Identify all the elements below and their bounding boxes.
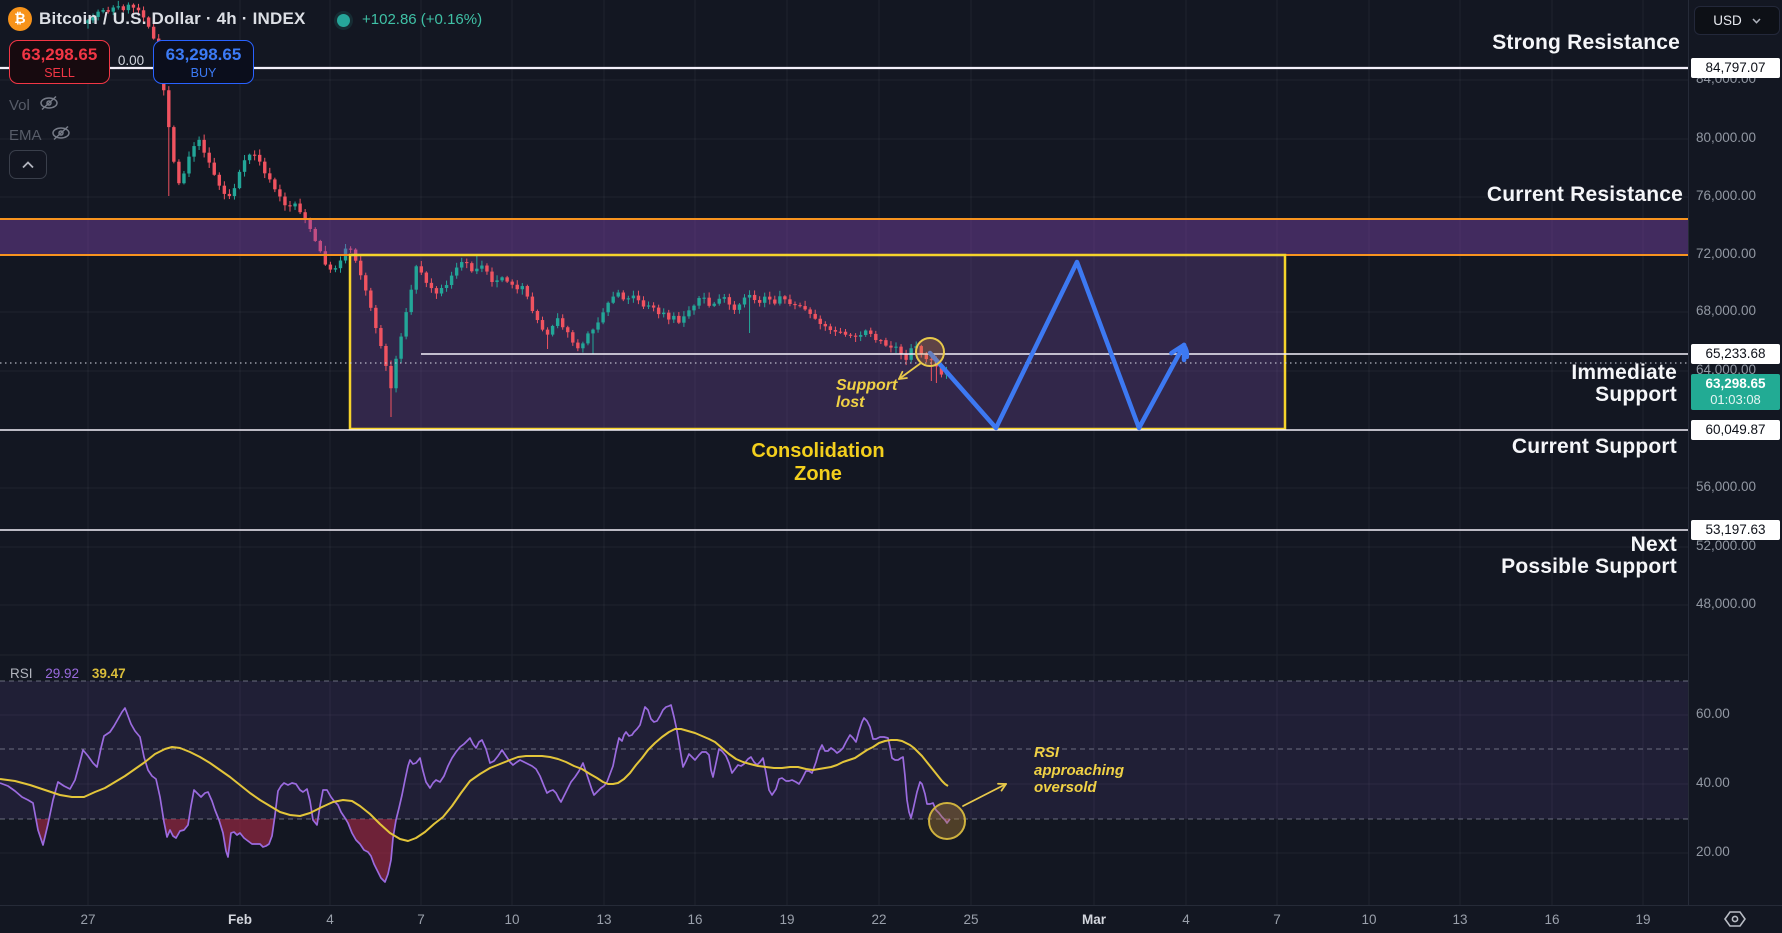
annotation-line: approaching xyxy=(1034,761,1125,779)
breakdown-highlight-circle xyxy=(915,337,945,367)
price-axis-label: 64,000.00 xyxy=(1696,362,1757,377)
time-axis-label: 27 xyxy=(80,912,96,927)
price-tag-next-support: 53,197.63 xyxy=(1691,520,1780,540)
time-axis-label: 16 xyxy=(687,912,703,927)
annotation-line: Support xyxy=(836,377,898,394)
grid-layer xyxy=(0,0,1688,905)
sell-price: 63,298.65 xyxy=(21,44,98,64)
annotation-rsi-approaching-oversold: RSI approaching oversold xyxy=(1034,744,1124,797)
time-axis-label: 22 xyxy=(871,912,887,927)
spread-value: 0.00 xyxy=(117,53,145,68)
sell-button[interactable]: 63,298.65 SELL xyxy=(9,40,110,84)
rsi-note-arrow xyxy=(962,782,1007,807)
bitcoin-logo-icon: ₿ xyxy=(8,7,32,31)
rsi-ma-value: 39.47 xyxy=(91,666,126,681)
buy-price: 63,298.65 xyxy=(165,44,242,64)
annotation-strong-resistance: Strong Resistance xyxy=(1492,31,1680,54)
time-axis[interactable]: 27 Feb 4 7 10 13 16 19 22 25 Mar 4 7 10 13 16 19 xyxy=(0,905,1782,933)
time-axis-label: Mar xyxy=(1081,912,1107,927)
rsi-value: 29.92 xyxy=(45,666,80,681)
annotation-support-lost: Support lost xyxy=(836,377,897,411)
annotation-current-support: Current Support xyxy=(1511,435,1677,458)
annotation-line: lost xyxy=(836,394,865,411)
price-axis-label: 56,000.00 xyxy=(1696,479,1757,494)
currency-selector[interactable]: USD xyxy=(1694,6,1780,35)
annotation-immediate-support: Immediate Support xyxy=(1571,362,1677,406)
sell-label: SELL xyxy=(44,65,75,80)
ema-indicator-label: EMA xyxy=(9,127,42,144)
price-axis-label: 40.00 xyxy=(1696,775,1730,790)
time-axis-label: 7 xyxy=(417,912,425,927)
time-axis-label: 10 xyxy=(1361,912,1377,927)
time-axis-label: 13 xyxy=(596,912,612,927)
consolidation-zone-border xyxy=(348,253,1287,431)
annotation-line: oversold xyxy=(1034,779,1097,796)
annotation-next-possible-support: Next Possible Support xyxy=(1501,534,1677,578)
time-axis-label: 10 xyxy=(504,912,520,927)
market-status-dot-icon[interactable] xyxy=(337,14,350,27)
eye-hidden-icon[interactable] xyxy=(51,125,71,146)
time-axis-label: 19 xyxy=(779,912,795,927)
price-axis-label: 20.00 xyxy=(1696,844,1730,859)
time-axis-label: 13 xyxy=(1452,912,1468,927)
current-price-value: 63,298.65 xyxy=(1705,376,1766,391)
annotation-line: Support xyxy=(1595,383,1677,406)
price-tag-immediate-support: 65,233.68 xyxy=(1691,344,1780,364)
resistance-band xyxy=(0,218,1688,256)
time-axis-label: 4 xyxy=(1182,912,1190,927)
buy-button[interactable]: 63,298.65 BUY xyxy=(153,40,254,84)
time-axis-label: 4 xyxy=(326,912,334,927)
time-axis-label: 16 xyxy=(1544,912,1560,927)
price-axis[interactable]: 84,000.00 80,000.00 76,000.00 72,000.00 68,0… xyxy=(1688,0,1782,905)
annotation-line: Possible Support xyxy=(1501,555,1677,578)
price-axis-label: 80,000.00 xyxy=(1696,130,1757,145)
chevron-up-icon xyxy=(22,160,34,168)
consolidation-zone-fill xyxy=(350,255,1285,429)
time-axis-label: 25 xyxy=(963,912,979,927)
time-axis-label: 19 xyxy=(1635,912,1651,927)
price-levels-layer xyxy=(0,66,1688,531)
collapse-panel-button[interactable] xyxy=(9,150,47,179)
time-axis-label: Feb xyxy=(227,912,253,927)
price-tag-current-support: 60,049.87 xyxy=(1691,420,1780,440)
price-tag-strong-resistance: 84,797.07 xyxy=(1691,58,1780,78)
price-axis-label: 52,000.00 xyxy=(1696,538,1757,553)
currency-selected-value: USD xyxy=(1713,13,1742,28)
settings-gear-icon[interactable] xyxy=(1724,908,1746,933)
projection-arrow xyxy=(927,259,1190,431)
price-axis-label: 72,000.00 xyxy=(1696,246,1757,261)
rsi-pane-layer xyxy=(0,680,1688,883)
annotation-consolidation-zone: Consolidation Zone xyxy=(698,440,938,486)
rsi-label: RSI xyxy=(10,666,33,681)
annotation-line: Consolidation xyxy=(751,440,885,462)
eye-hidden-icon[interactable] xyxy=(39,95,59,116)
rsi-oversold-highlight-circle xyxy=(928,802,966,840)
annotation-line: Next xyxy=(1630,533,1677,556)
price-axis-label: 68,000.00 xyxy=(1696,303,1757,318)
bar-countdown: 01:03:08 xyxy=(1710,392,1761,407)
main-chart-canvas[interactable] xyxy=(0,0,1688,905)
price-axis-label: 60.00 xyxy=(1696,706,1730,721)
time-axis-label: 7 xyxy=(1273,912,1281,927)
chevron-down-icon xyxy=(1752,17,1761,24)
annotation-current-resistance: Current Resistance xyxy=(1486,183,1683,206)
annotation-line: Zone xyxy=(794,463,842,485)
volume-indicator-row[interactable]: Vol xyxy=(9,95,59,116)
buy-label: BUY xyxy=(190,65,217,80)
support-lost-arrow xyxy=(898,362,922,380)
price-axis-label: 76,000.00 xyxy=(1696,188,1757,203)
price-tag-current-price: 63,298.65 01:03:08 xyxy=(1691,374,1780,410)
symbol-title[interactable]: Bitcoin / U.S. Dollar · 4h · INDEX xyxy=(39,9,306,28)
ema-indicator-row[interactable]: EMA xyxy=(9,125,71,146)
price-axis-label: 48,000.00 xyxy=(1696,596,1757,611)
annotation-line: RSI xyxy=(1034,744,1060,761)
volume-indicator-label: Vol xyxy=(9,97,30,114)
rsi-indicator-legend[interactable]: RSI 29.92 39.47 xyxy=(10,666,126,681)
annotation-line: Immediate xyxy=(1571,361,1677,384)
price-change-text: +102.86 (+0.16%) xyxy=(362,11,483,28)
candles-layer xyxy=(86,0,949,417)
